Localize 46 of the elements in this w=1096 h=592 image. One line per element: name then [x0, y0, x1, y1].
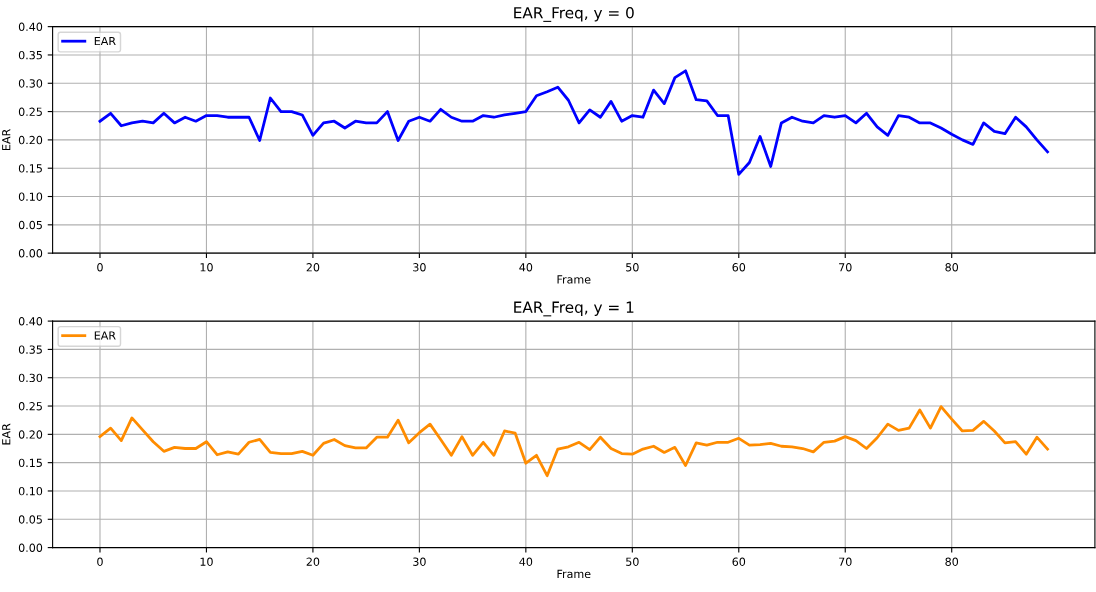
y-tick-label: 0.10	[18, 192, 43, 201]
x-tick-label: 80	[945, 263, 959, 272]
y-tick-label: 0.00	[18, 249, 43, 258]
x-tick-label: 40	[519, 557, 533, 566]
x-tick-label: 60	[732, 263, 746, 272]
x-tick-label: 50	[626, 263, 639, 272]
line-series	[98, 405, 1049, 478]
y-tick-label: 0.05	[18, 515, 42, 524]
x-axis-title: Frame	[557, 569, 591, 579]
chart-title: EAR_Freq, y = 0	[514, 6, 634, 22]
x-tick-label: 50	[626, 557, 639, 566]
x-tick-label: 30	[413, 557, 426, 566]
x-tick-label: 70	[839, 557, 852, 566]
x-tick-label: 0	[97, 557, 103, 566]
y-tick-label: 0.20	[18, 430, 43, 439]
x-axis-title: Frame	[557, 275, 591, 284]
y-tick-label: 0.40	[18, 317, 43, 326]
x-tick-label: 60	[732, 557, 746, 566]
x-tick-label: 70	[839, 263, 852, 272]
y-tick-label: 0.00	[18, 543, 43, 552]
y-tick-label: 0.30	[18, 373, 43, 383]
y-tick-label: 0.25	[18, 402, 42, 411]
x-tick-label: 20	[306, 263, 320, 272]
y-tick-label: 0.30	[18, 79, 43, 88]
x-tick-label: 20	[306, 557, 320, 566]
line-series	[98, 69, 1049, 176]
y-tick-label: 0.15	[18, 458, 42, 468]
x-tick-label: 0	[97, 263, 103, 272]
y-axis-title: EAR	[2, 423, 11, 445]
chart-title: EAR_Freq, y = 1	[514, 301, 634, 317]
y-tick-label: 0.05	[18, 220, 42, 230]
x-tick-label: 10	[200, 557, 213, 566]
x-tick-label: 30	[413, 263, 426, 272]
y-tick-label: 0.40	[18, 22, 43, 32]
y-axis-title: EAR	[2, 129, 11, 150]
x-tick-label: 40	[519, 263, 533, 272]
legend-label: EAR	[94, 36, 116, 46]
x-tick-label: 10	[200, 263, 213, 272]
y-tick-label: 0.10	[18, 486, 43, 496]
y-tick-label: 0.35	[18, 50, 42, 60]
x-tick-label: 80	[945, 557, 959, 566]
y-tick-label: 0.25	[18, 107, 42, 116]
y-tick-label: 0.15	[18, 164, 42, 173]
y-tick-label: 0.20	[18, 135, 43, 145]
legend-label: EAR	[94, 331, 116, 340]
y-tick-label: 0.35	[18, 345, 42, 354]
